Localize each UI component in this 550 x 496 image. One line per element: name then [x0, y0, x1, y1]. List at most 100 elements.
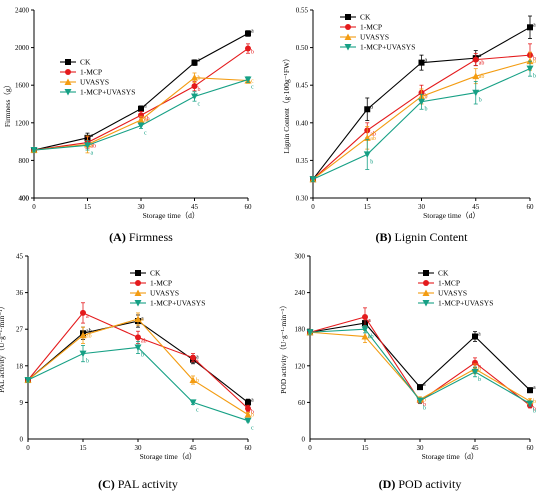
y-tick-label: 2000	[15, 44, 30, 52]
data-point	[527, 387, 533, 394]
series-line	[312, 54, 531, 180]
significance-label: b	[86, 359, 89, 365]
data-point	[245, 405, 251, 412]
data-point	[526, 400, 534, 408]
legend-label: 1-MCP+UVASYS	[150, 299, 205, 308]
data-point	[306, 329, 314, 336]
significance-label: a	[196, 359, 199, 365]
x-tick-label: 30	[135, 444, 143, 452]
data-point	[79, 331, 87, 339]
x-tick-label: 45	[472, 203, 480, 211]
data-point	[361, 333, 369, 340]
significance-label: a	[141, 317, 144, 323]
significance-label: a	[91, 150, 94, 156]
data-point	[472, 89, 480, 97]
panel-caption-text: Firmness	[126, 230, 173, 244]
legend-label: CK	[360, 13, 371, 22]
series-1-mcp-uvasys: b b c c	[24, 340, 254, 432]
y-tick-label: 240	[295, 289, 306, 297]
y-tick-label: 0.50	[296, 44, 309, 52]
data-point	[138, 112, 144, 119]
significance-label: ab	[479, 74, 485, 80]
data-point	[244, 417, 252, 425]
significance-label: a	[479, 53, 482, 59]
data-point	[134, 315, 142, 323]
y-axis-title: Firmness（g）	[3, 81, 12, 127]
x-tick-label: 15	[80, 444, 88, 452]
data-point	[417, 384, 423, 391]
x-tick-label: 45	[190, 444, 198, 452]
data-point	[418, 59, 425, 66]
significance-label: b	[141, 353, 144, 359]
legend-marker	[64, 89, 72, 96]
significance-label: ab	[479, 61, 485, 67]
legend-marker	[65, 69, 71, 75]
x-tick-label: 45	[472, 444, 480, 452]
legend-marker	[134, 289, 142, 296]
x-tick-label: 15	[364, 203, 372, 211]
data-point	[245, 399, 251, 406]
significance-label: a	[251, 397, 254, 403]
legend-label: 1-MCP+UVASYS	[438, 299, 493, 308]
panel-label: (A)	[109, 230, 126, 244]
legend-marker	[345, 24, 351, 30]
axes	[25, 255, 249, 442]
y-axis-title: PAL activity（U·g⁻¹·min⁻¹）	[0, 302, 6, 393]
series-line	[309, 331, 531, 402]
series-line	[312, 60, 531, 180]
significance-label: ab	[86, 333, 92, 339]
series-line	[309, 328, 531, 405]
chart-panel-1: 0 15 30 45 60 0.30 0.35 0.40 0.45 0.50 0.55 Storage…	[282, 7, 536, 245]
x-tick-label: 15	[84, 203, 92, 211]
significance-label: ab	[370, 131, 376, 137]
significance-label: b	[423, 397, 426, 403]
data-point	[245, 30, 251, 37]
significance-label: a	[196, 355, 199, 361]
data-point	[191, 93, 198, 100]
y-tick-label: 1600	[15, 82, 30, 90]
data-point	[472, 333, 478, 340]
significance-label: c	[198, 101, 201, 107]
data-point	[134, 344, 142, 351]
panel-caption-text: PAL activity	[115, 477, 178, 491]
legend-label: CK	[438, 269, 449, 278]
legend-marker	[135, 280, 141, 286]
x-tick-label: 0	[32, 203, 36, 211]
significance-label: b	[423, 402, 426, 408]
panel-caption: (B) Lignin Content	[376, 230, 469, 244]
legend-label: UVASYS	[360, 33, 389, 42]
x-tick-label: 0	[26, 444, 30, 452]
y-tick-label: 36	[16, 289, 24, 297]
panel-label: (C)	[98, 477, 115, 491]
y-tick-label: 27	[16, 326, 24, 334]
significance-label: b	[478, 367, 481, 373]
legend-marker	[423, 270, 429, 276]
significance-label: c	[144, 131, 147, 137]
significance-label: a	[368, 318, 371, 324]
significance-label: b	[251, 410, 254, 416]
y-tick-label: 180	[295, 326, 306, 334]
significance-label: ab	[368, 334, 374, 340]
significance-label: b	[533, 56, 536, 62]
data-point	[363, 151, 371, 158]
data-point	[191, 74, 198, 81]
y-tick-label: 0.40	[296, 119, 309, 127]
y-tick-label: 60	[298, 399, 306, 407]
data-point	[244, 411, 252, 418]
data-point	[362, 314, 368, 320]
significance-label: b	[198, 87, 201, 93]
significance-label: b	[196, 378, 199, 384]
significance-label: b	[533, 409, 536, 415]
panel-caption-text: POD activity	[395, 477, 461, 491]
data-point	[526, 65, 534, 73]
x-tick-label: 60	[527, 203, 535, 211]
legend-marker	[64, 78, 72, 85]
data-point	[24, 377, 32, 384]
